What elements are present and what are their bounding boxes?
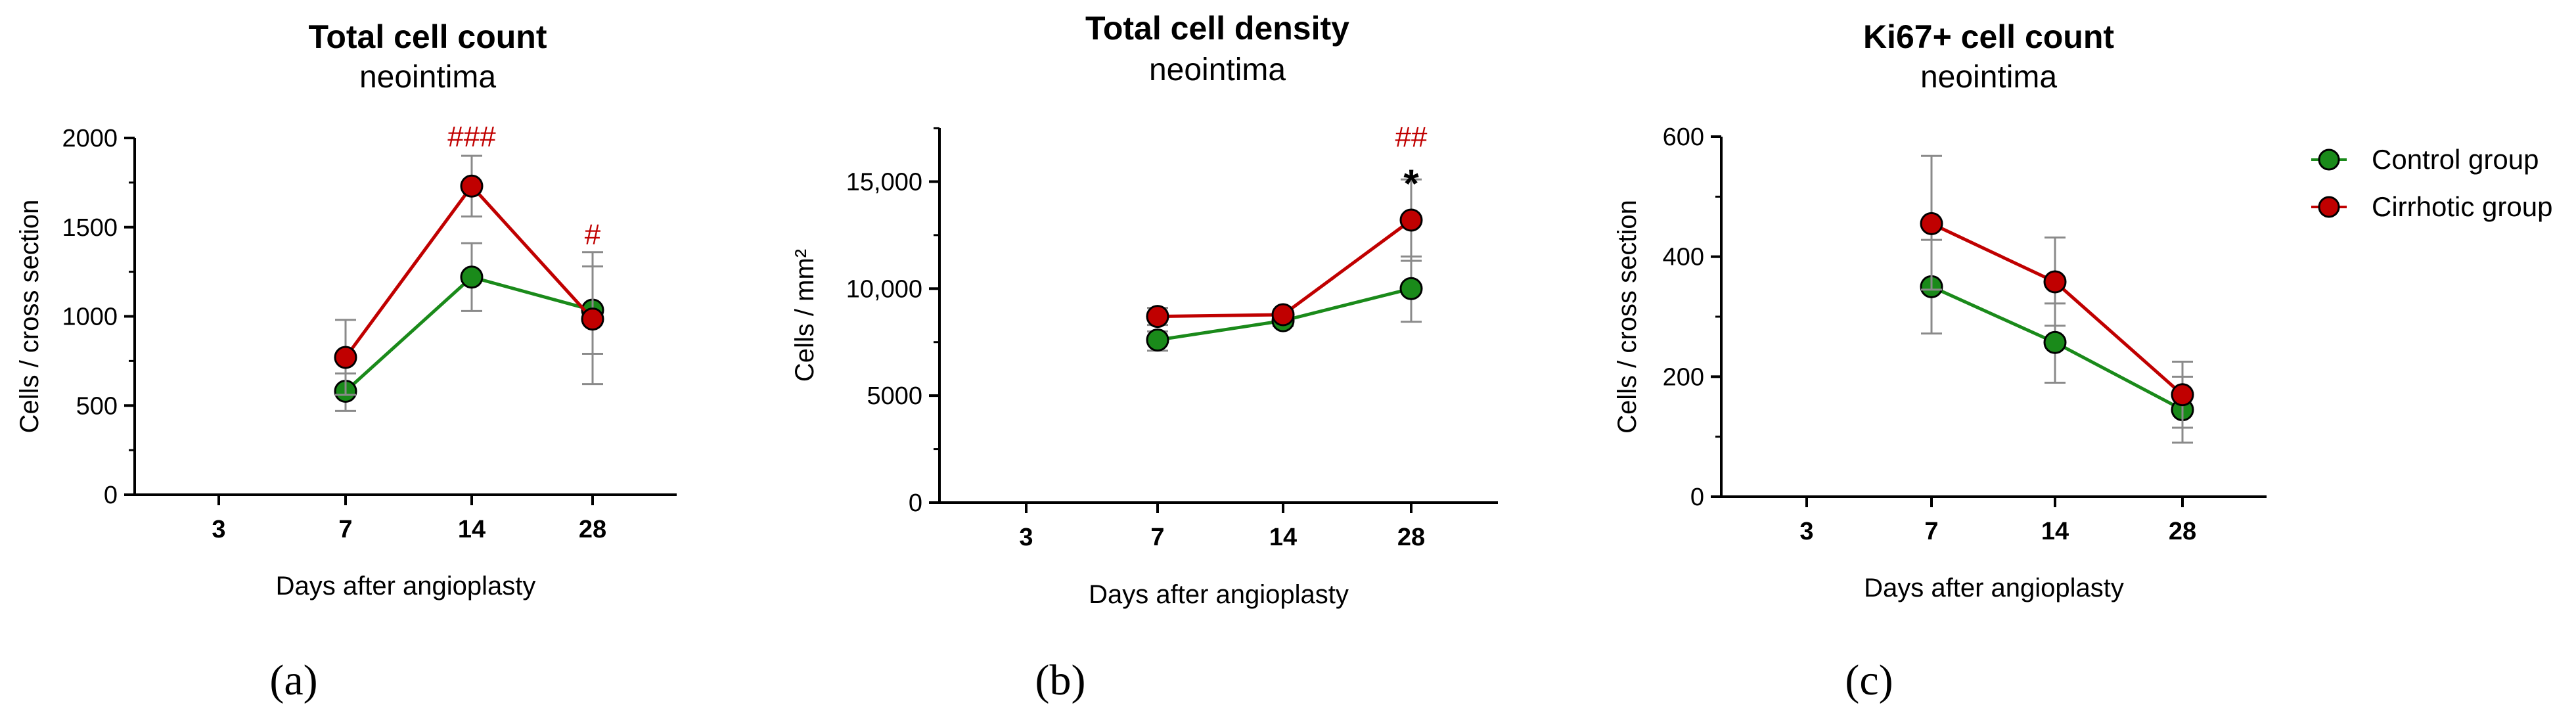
x-tick-label: 28 — [2169, 518, 2196, 545]
y-tick-label: 200 — [1663, 363, 1704, 391]
x-axis-label: Days after angioplasty — [276, 572, 536, 601]
x-axis-label: Days after angioplasty — [1089, 580, 1349, 609]
series-control — [1920, 238, 2194, 444]
y-tick-label: 500 — [76, 392, 118, 420]
y-tick-label: 400 — [1663, 244, 1704, 271]
significance-annotation: * — [1403, 162, 1419, 206]
data-point — [1271, 303, 1295, 327]
x-tick-label: 3 — [1019, 524, 1033, 551]
data-point — [2043, 330, 2067, 354]
significance-annotation: ### — [447, 120, 496, 152]
legend-item-control: Control group — [2311, 144, 2539, 175]
chart-panel-3: Ki67+ cell count neointima 0 200 400 600 3 7 14 2… — [1613, 18, 2267, 704]
y-tick-label: 0 — [1690, 484, 1704, 511]
data-point — [581, 307, 604, 331]
y-tick-label: 1000 — [62, 304, 118, 331]
legend-control-marker — [2318, 148, 2340, 171]
panel-label: (b) — [1035, 656, 1086, 704]
data-point — [1146, 305, 1169, 329]
x-tick-label: 14 — [1269, 524, 1297, 551]
series-control — [334, 242, 604, 412]
series-line — [1930, 222, 2184, 396]
data-point — [2171, 383, 2194, 407]
data-point — [460, 265, 484, 289]
chart-panel-2: Total cell density neointima 0 5000 10,000 15… — [790, 10, 1498, 704]
y-tick-label: 1500 — [62, 214, 118, 242]
y-tick-label: 10,000 — [846, 275, 922, 303]
chart-title: Total cell density — [1085, 10, 1349, 47]
y-tick-label: 0 — [909, 489, 922, 517]
chart-subtitle: neointima — [1149, 53, 1286, 87]
panel-label: (c) — [1845, 656, 1893, 704]
y-axis-label: Cells / cross section — [1613, 200, 1642, 434]
series-cirrhotic — [1146, 178, 1423, 329]
y-tick-label: 0 — [104, 482, 118, 509]
chart-subtitle: neointima — [359, 60, 496, 95]
x-axis-label: Days after angioplasty — [1864, 574, 2124, 602]
data-point — [2043, 270, 2067, 294]
legend: Control group Cirrhotic group — [2311, 144, 2552, 222]
y-tick-label: 5000 — [867, 382, 922, 410]
x-tick-label: 3 — [1799, 518, 1813, 545]
data-point — [1399, 208, 1423, 232]
y-axis-label: Cells / mm² — [790, 249, 819, 382]
chart-title: Total cell count — [309, 18, 547, 55]
chart-panel-1: Total cell count neointima 0 500 1000 1500 200… — [15, 18, 677, 704]
chart-subtitle: neointima — [1920, 60, 2057, 95]
panels: Total cell count neointima 0 500 1000 1500 200… — [15, 10, 2267, 704]
significance-annotation: # — [585, 219, 601, 251]
series-cirrhotic — [1920, 154, 2194, 429]
x-tick-label: 14 — [458, 516, 486, 543]
panel-label: (a) — [269, 656, 317, 704]
x-tick-label: 7 — [1924, 518, 1938, 545]
significance-annotation: ## — [1395, 121, 1428, 153]
x-tick-label: 7 — [338, 516, 352, 543]
data-point — [1399, 277, 1423, 300]
series-line — [1157, 219, 1412, 319]
y-axis-label: Cells / cross section — [15, 200, 44, 434]
data-point — [334, 346, 357, 369]
x-tick-label: 28 — [579, 516, 606, 543]
legend-item-cirrhotic: Cirrhotic group — [2311, 191, 2552, 222]
x-tick-label: 14 — [2041, 518, 2069, 545]
y-tick-label: 15,000 — [846, 168, 922, 196]
chart-title: Ki67+ cell count — [1863, 18, 2114, 55]
x-tick-label: 28 — [1397, 524, 1425, 551]
legend-control-label: Control group — [2372, 144, 2539, 175]
legend-cirrhotic-marker — [2318, 196, 2340, 218]
y-tick-label: 600 — [1663, 124, 1704, 151]
series-line — [344, 275, 593, 393]
x-tick-label: 7 — [1150, 524, 1164, 551]
x-tick-label: 3 — [212, 516, 225, 543]
series-cirrhotic — [334, 154, 604, 396]
y-tick-label: 2000 — [62, 125, 118, 152]
data-point — [1146, 328, 1169, 352]
data-point — [460, 174, 484, 198]
legend-cirrhotic-label: Cirrhotic group — [2372, 191, 2552, 222]
data-point — [1920, 212, 1943, 235]
